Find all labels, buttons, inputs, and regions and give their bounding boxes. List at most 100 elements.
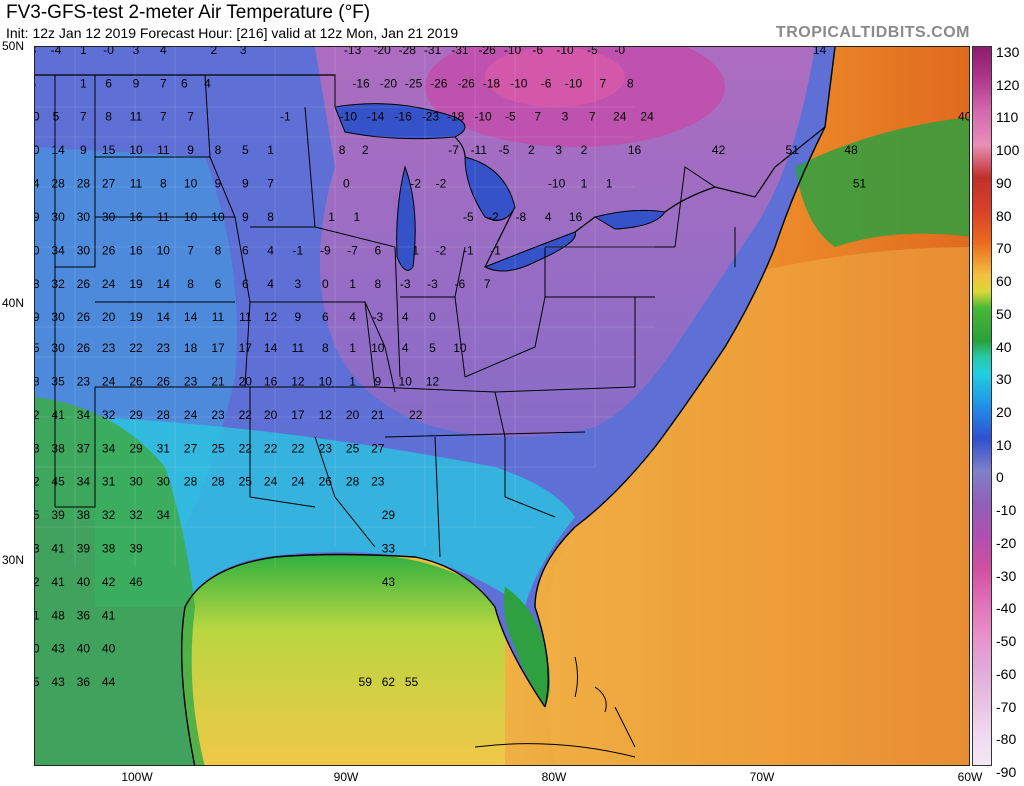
temperature-value: -16 [352,76,370,90]
temperature-value: 16 [628,143,642,157]
temperature-value: 4 [35,76,37,90]
colorbar-label: -50 [996,633,1017,650]
temperature-values: -8-41-03423-13-20-28-31-31-26-10-6-10-5-… [35,47,969,689]
temperature-value: 42 [35,475,40,489]
temperature-value: 19 [129,310,143,324]
temperature-value: 42 [35,575,40,589]
brand-watermark: TROPICALTIDBITS.COM [775,24,970,41]
temperature-value: -25 [405,76,423,90]
temperature-value: 10 [129,143,143,157]
temperature-value: -16 [394,110,412,124]
temperature-value: 29 [35,310,40,324]
map-canvas: -8-41-03423-13-20-28-31-31-26-10-6-10-5-… [35,47,969,765]
temperature-value: 29 [129,441,143,455]
temperature-value: 34 [157,508,171,522]
temperature-value: 10 [184,210,198,224]
lake-erie [483,231,576,272]
temperature-value: 17 [211,341,225,355]
temperature-value: 41 [35,608,40,622]
temperature-value: -3 [427,277,438,291]
temperature-value: 10 [35,110,40,124]
temperature-value: -2 [436,243,447,257]
temperature-value: 30 [129,475,143,489]
temperature-value: 30 [157,475,171,489]
temperature-value: 24 [640,110,654,124]
temperature-value: 55 [35,675,40,689]
temperature-value: -1 [280,110,291,124]
temperature-value: 28 [51,177,65,191]
colorbar-label: 20 [996,404,1012,420]
temperature-value: 1 [349,277,356,291]
temperature-value: -0 [103,47,114,57]
caribbean-islands [474,656,636,758]
temperature-value: 3 [562,110,569,124]
temperature-value: 17 [239,341,253,355]
temperature-value: -5 [499,143,510,157]
temperature-value: 11 [130,177,143,191]
temperature-value: 33 [382,541,396,555]
temperature-value: 37 [77,441,91,455]
temperature-value: 25 [35,341,40,355]
state-boundaries [54,74,736,558]
temperature-value: 5 [429,341,436,355]
temperature-value: 21 [211,374,225,388]
temperature-value: -10 [340,110,358,124]
temperature-value: 8 [215,143,222,157]
temperature-value: 7 [267,177,274,191]
temperature-value: 11 [239,310,252,324]
temperature-value: 1 [353,210,360,224]
temperature-value: 40 [102,642,116,656]
extreme-cold-core [485,47,625,107]
temperature-value: 11 [157,143,170,157]
temperature-value: 25 [346,441,360,455]
temperature-value: 2 [210,47,217,57]
temperature-value: 28 [211,475,225,489]
temperature-value: 7 [80,110,87,124]
temperature-value: 8 [160,177,167,191]
temperature-value: -10 [565,76,583,90]
colorbar-label: -30 [996,567,1017,584]
temperature-value: 9 [242,210,249,224]
temperature-value: 26 [319,475,333,489]
temperature-value: 42 [712,143,726,157]
temperature-value: 5 [53,110,60,124]
temperature-value: 30 [77,243,91,257]
temperature-value: 11 [130,110,143,124]
temperature-value: 10 [371,341,385,355]
temperature-value: 38 [77,508,91,522]
temperature-value: 7 [187,243,194,257]
temperature-value: 21 [371,408,385,422]
temperature-value: 14 [813,47,827,57]
temperature-value: 43 [51,675,65,689]
lon-label-70w: 70W [749,770,775,784]
temperature-value: 20 [264,408,278,422]
temperature-value: 26 [77,341,91,355]
temperature-value: 9 [374,374,381,388]
temperature-value: 34 [102,441,116,455]
temperature-value: 1 [606,177,613,191]
colorbar-label: 100 [996,142,1020,159]
colorbar-label: -80 [996,731,1017,748]
temperature-value: -23 [422,110,440,124]
temperature-value: 19 [129,277,143,291]
temperature-value: 10 [211,210,225,224]
temperature-value: 26 [102,243,116,257]
florida-green [503,587,550,707]
temperature-value: 30 [77,210,91,224]
temperature-value: 41 [51,408,65,422]
lat-label-50n: 50N [2,39,25,53]
temperature-value: 9 [133,76,140,90]
temperature-value: -6 [532,47,543,57]
temperature-value: 7 [534,110,541,124]
temperature-value: 20 [346,408,360,422]
temperature-value: 38 [35,374,40,388]
temperature-value: 39 [51,508,65,522]
temperature-value: 1 [581,177,588,191]
temperature-value: 24 [35,177,40,191]
temperature-value: 7 [160,110,167,124]
temperature-value: -7 [448,143,459,157]
temperature-value: 10 [157,243,171,257]
temperature-value: 39 [129,541,143,555]
temperature-value: -8 [516,210,527,224]
temperature-value: -11 [471,143,488,157]
